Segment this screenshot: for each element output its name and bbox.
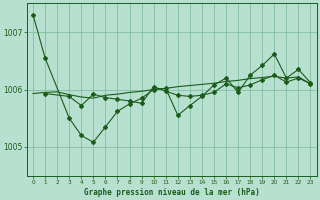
X-axis label: Graphe pression niveau de la mer (hPa): Graphe pression niveau de la mer (hPa) [84, 188, 260, 197]
